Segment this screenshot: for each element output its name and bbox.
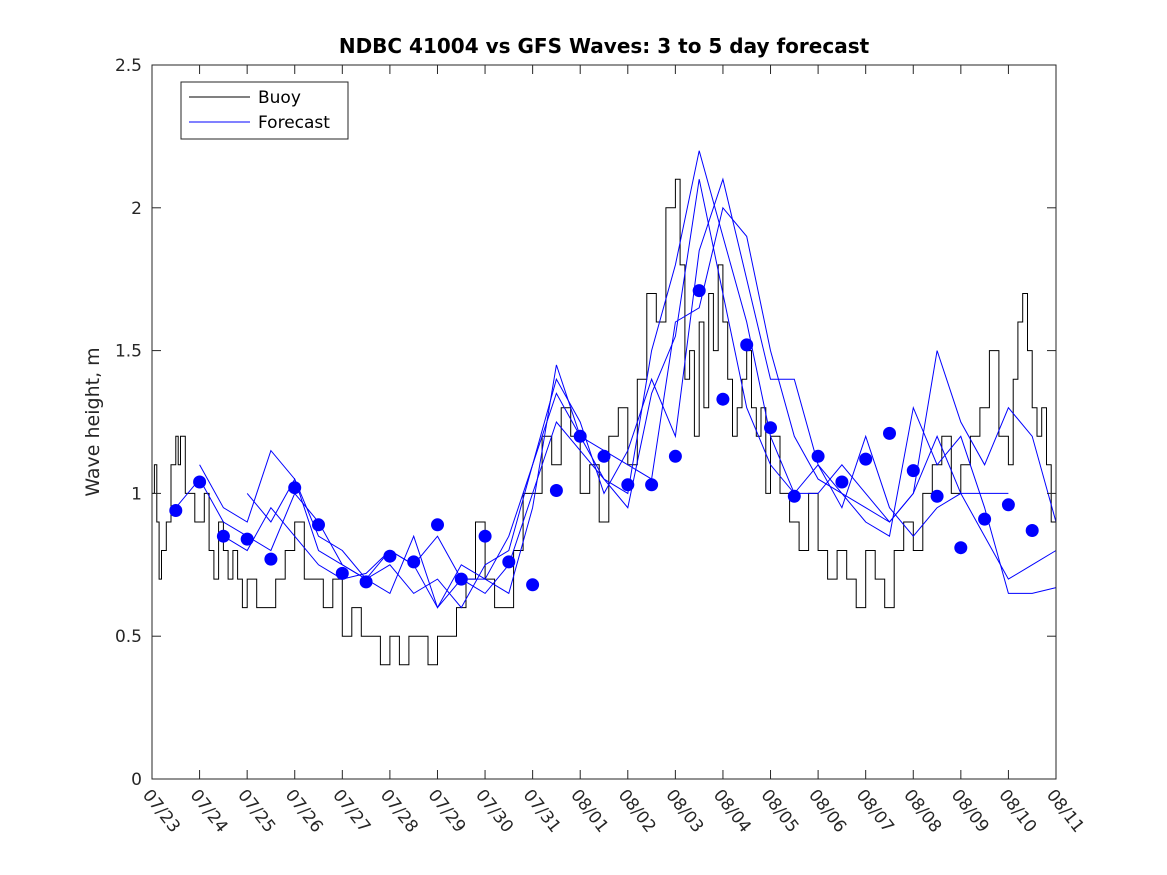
forecast-marker: [692, 284, 706, 298]
forecast-marker: [573, 429, 587, 443]
x-tick-label: 07/26: [281, 786, 327, 837]
plot-background: [152, 65, 1056, 779]
forecast-marker: [335, 566, 349, 580]
forecast-marker: [383, 549, 397, 563]
forecast-marker: [621, 478, 635, 492]
x-tick-label: 07/30: [471, 786, 517, 837]
forecast-markers: [169, 284, 1039, 592]
x-tick-label: 08/10: [994, 786, 1040, 837]
plot-frame: [151, 64, 1057, 780]
x-tick-label: 07/31: [519, 786, 565, 837]
legend-box: [180, 81, 349, 140]
forecast-marker: [668, 449, 682, 463]
x-tick-label: 08/06: [804, 786, 850, 837]
forecast-marker: [549, 484, 563, 497]
x-tick-label: 08/03: [661, 786, 707, 837]
forecast-marker: [811, 449, 825, 463]
legend-buoy-label: Buoy: [258, 88, 301, 108]
x-tick-label: 08/05: [757, 786, 803, 837]
forecast-marker: [1025, 524, 1039, 537]
x-tick-label: 07/25: [233, 786, 279, 837]
forecast-marker: [312, 518, 325, 532]
y-tick-label: 0: [131, 770, 142, 790]
forecast-marker: [454, 572, 468, 586]
x-tick-label: 07/23: [138, 786, 184, 837]
buoy-series: [152, 178, 1056, 666]
forecast-marker: [740, 338, 754, 352]
forecast-marker: [502, 555, 516, 569]
forecast-marker: [359, 575, 373, 589]
x-tick-label: 07/27: [328, 786, 374, 837]
x-tick-label: 07/24: [186, 786, 232, 837]
forecast-marker: [478, 529, 492, 543]
buoy-line: [152, 178, 1056, 666]
x-tick-label: 08/02: [614, 786, 660, 837]
forecast-marker: [954, 541, 968, 555]
chart-title: NDBC 41004 vs GFS Waves: 3 to 5 day fore…: [339, 34, 870, 58]
forecast-marker: [526, 578, 540, 592]
x-tick-label: 08/09: [947, 786, 993, 837]
forecast-marker: [859, 452, 873, 466]
x-tick-label: 08/01: [566, 786, 612, 837]
forecast-marker: [288, 481, 302, 495]
forecast-marker: [883, 426, 896, 440]
y-tick-label: 2: [131, 199, 142, 219]
forecast-marker: [764, 421, 777, 435]
forecast-line-4: [246, 177, 1009, 609]
forecast-marker: [240, 532, 254, 546]
x-tick-label: 07/29: [424, 786, 470, 837]
forecast-marker: [835, 475, 849, 489]
forecast-marker: [645, 478, 659, 492]
forecast-marker: [407, 555, 421, 569]
y-tick-label: 1: [131, 484, 142, 504]
y-axis-label: Wave height, m: [82, 347, 104, 496]
y-tick-label: 1.5: [115, 342, 142, 362]
forecast-marker: [1001, 498, 1015, 512]
x-tick-label: 07/28: [376, 786, 422, 837]
forecast-marker: [431, 518, 444, 532]
forecast-line-2: [199, 179, 1057, 609]
x-tick-label: 08/08: [899, 786, 945, 837]
x-tick-label: 08/07: [852, 786, 898, 837]
legend-forecast-label: Forecast: [258, 113, 330, 133]
legend: Buoy Forecast: [180, 81, 349, 140]
y-tick-label: 2.5: [115, 56, 142, 76]
x-tick-label: 08/11: [1042, 786, 1088, 837]
forecast-marker: [193, 475, 207, 489]
forecast-marker: [716, 392, 730, 406]
forecast-marker: [930, 489, 944, 503]
x-tick-label: 08/04: [709, 786, 755, 837]
forecast-marker: [216, 529, 230, 543]
y-tick-label: 0.5: [115, 627, 142, 647]
forecast-marker: [978, 512, 992, 526]
forecast-marker: [597, 449, 611, 463]
forecast-marker: [264, 552, 278, 566]
forecast-marker: [787, 489, 801, 503]
forecast-marker: [906, 464, 920, 478]
forecast-marker: [169, 504, 183, 517]
